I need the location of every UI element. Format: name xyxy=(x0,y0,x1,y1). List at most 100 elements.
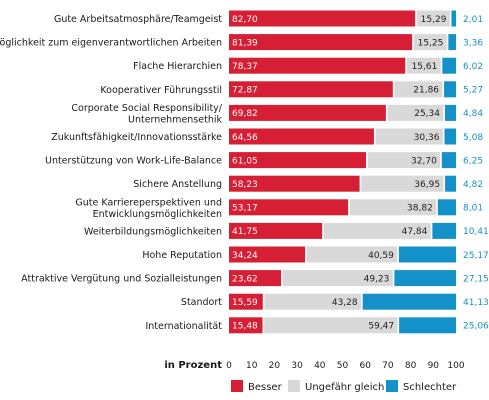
data-label: 3,36 xyxy=(463,38,483,48)
category-label: Zukunftsfähigkeit/Innovationsstärke xyxy=(51,132,222,143)
bar-besser xyxy=(229,317,263,334)
category-label: Standort xyxy=(181,297,222,308)
bar-ungefaehr-gleich xyxy=(416,10,450,27)
data-label: 40,59 xyxy=(368,251,394,261)
data-label: 5,27 xyxy=(463,86,483,96)
data-label: 41,75 xyxy=(232,227,258,237)
bar-schlechter xyxy=(445,175,456,192)
category-label: Möglichkeit zum eigenverantwortlichen Ar… xyxy=(0,38,222,49)
category-label: Gute Karriereperspektiven und Entwicklung… xyxy=(75,197,222,220)
data-label: 69,82 xyxy=(232,109,258,119)
bar-ungefaehr-gleich xyxy=(367,152,441,169)
data-label: 43,28 xyxy=(332,298,358,308)
bar-besser xyxy=(229,152,366,169)
data-label: 53,17 xyxy=(232,204,258,214)
bar-schlechter xyxy=(394,270,456,287)
bar-ungefaehr-gleich xyxy=(306,246,398,263)
data-label: 15,61 xyxy=(412,62,438,72)
data-label: 8,01 xyxy=(463,204,483,214)
bar-ungefaehr-gleich xyxy=(282,270,393,287)
bar-schlechter xyxy=(399,317,457,334)
data-label: 30,36 xyxy=(414,133,440,143)
data-label: 81,39 xyxy=(232,38,258,48)
bar-besser xyxy=(229,34,413,51)
category-labels: Gute Arbeitsatmosphäre/Teamgeist Möglichk… xyxy=(0,14,223,332)
category-label: Weiterbildungsmöglichkeiten xyxy=(84,226,222,237)
x-tick-label: 90 xyxy=(428,361,440,371)
data-label: 15,59 xyxy=(232,298,258,308)
bar-ungefaehr-gleich xyxy=(375,128,443,145)
data-label: 4,84 xyxy=(463,109,483,119)
data-label: 72,87 xyxy=(232,86,258,96)
bar-besser xyxy=(229,128,374,145)
x-tick-label: 100 xyxy=(447,361,464,371)
legend-swatch xyxy=(386,380,398,392)
bar-ungefaehr-gleich xyxy=(387,104,444,121)
data-label: 10,41 xyxy=(463,227,489,237)
bar-besser xyxy=(229,270,282,287)
data-label: 59,47 xyxy=(368,322,394,332)
bar-besser xyxy=(229,293,263,310)
bar-schlechter xyxy=(451,10,456,27)
category-label: Internationalität xyxy=(145,321,222,332)
category-label: Unterstützung von Work-Life-Balance xyxy=(45,156,222,167)
data-label: 2,01 xyxy=(463,15,483,25)
data-label: 58,23 xyxy=(232,180,258,190)
data-label: 32,70 xyxy=(411,156,437,166)
bar-besser xyxy=(229,199,349,216)
data-label: 41,13 xyxy=(463,298,489,308)
data-label: 82,70 xyxy=(232,15,258,25)
data-label: 61,05 xyxy=(232,156,258,166)
data-label: 25,17 xyxy=(463,251,489,261)
bar-ungefaehr-gleich xyxy=(406,57,441,74)
data-label: 64,56 xyxy=(232,133,258,143)
bar-ungefaehr-gleich xyxy=(264,317,398,334)
x-tick-label: 40 xyxy=(314,361,326,371)
data-label: 38,82 xyxy=(407,204,433,214)
bar-besser xyxy=(229,104,386,121)
x-tick-label: 70 xyxy=(382,361,394,371)
category-label: Hohe Reputation xyxy=(142,250,222,261)
legend: Besser Ungefähr gleich Schlechter xyxy=(231,380,457,393)
bar-besser xyxy=(229,81,393,98)
data-label: 47,84 xyxy=(402,227,428,237)
bar-besser xyxy=(229,175,360,192)
x-tick-label: 20 xyxy=(269,361,281,371)
bar-schlechter xyxy=(362,293,456,310)
category-label: Gute Arbeitsatmosphäre/Teamgeist xyxy=(54,14,222,25)
category-label: Corporate Social Responsibility/Unterneh… xyxy=(71,103,222,126)
data-label: 21,86 xyxy=(413,86,439,96)
bar-ungefaehr-gleich xyxy=(264,293,362,310)
bar-schlechter xyxy=(398,246,456,263)
category-label: Attraktive Vergütung und Sozialleistunge… xyxy=(21,274,222,285)
bar-ungefaehr-gleich xyxy=(323,222,431,239)
data-label: 25,06 xyxy=(463,322,489,332)
bar-schlechter xyxy=(445,104,456,121)
data-label: 5,08 xyxy=(463,133,483,143)
data-label: 23,62 xyxy=(232,274,258,284)
legend-swatch xyxy=(231,380,243,392)
bar-schlechter xyxy=(437,199,456,216)
x-tick-label: 0 xyxy=(226,361,232,371)
bar-ungefaehr-gleich xyxy=(394,81,443,98)
bars-layer: 82,70 15,29 2,01 81,39 15,25 3,36 78,37 15,61 6,… xyxy=(229,10,489,334)
x-axis: 0 10 20 30 40 50 60 70 80 90 100 in Prozent xyxy=(164,360,465,371)
data-label: 6,25 xyxy=(463,156,483,166)
legend-swatch xyxy=(288,380,300,392)
bar-ungefaehr-gleich xyxy=(361,175,444,192)
x-tick-label: 80 xyxy=(405,361,417,371)
data-label: 25,34 xyxy=(414,109,440,119)
bar-schlechter xyxy=(442,57,456,74)
x-tick-label: 30 xyxy=(291,361,303,371)
bar-besser xyxy=(229,57,406,74)
bar-schlechter xyxy=(444,128,456,145)
data-label: 78,37 xyxy=(232,62,258,72)
bar-besser xyxy=(229,246,306,263)
data-label: 15,25 xyxy=(418,38,444,48)
data-label: 36,95 xyxy=(414,180,440,190)
x-axis-title: in Prozent xyxy=(164,360,222,371)
bar-ungefaehr-gleich xyxy=(413,34,447,51)
data-label: 15,29 xyxy=(421,15,447,25)
category-label: Flache Hierarchien xyxy=(133,61,222,72)
